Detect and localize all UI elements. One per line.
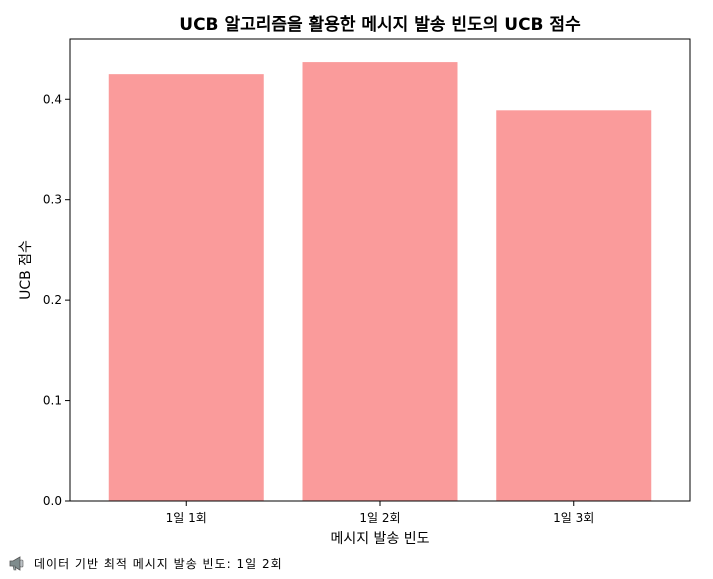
bar: [496, 110, 652, 502]
bar: [108, 74, 264, 502]
megaphone-icon: [8, 555, 26, 571]
footer-text: 데이터 기반 최적 메시지 발송 빈도: 1일 2회: [34, 556, 283, 571]
y-tick-label: 0.0: [43, 494, 62, 508]
x-axis-label: 메시지 발송 빈도: [330, 531, 429, 547]
x-axis: 1일 1회 1일 2회 1일 3회: [166, 501, 594, 525]
y-tick-label: 0.1: [43, 394, 62, 408]
x-tick-label: 1일 3회: [553, 511, 594, 525]
y-axis: 0.0 0.1 0.2 0.3 0.4: [43, 92, 70, 508]
chart-title: UCB 알고리즘을 활용한 메시지 발송 빈도의 UCB 점수: [179, 14, 581, 35]
bar-chart: UCB 알고리즘을 활용한 메시지 발송 빈도의 UCB 점수 0.00.10.…: [18, 14, 691, 547]
plot-frame: [69, 38, 691, 502]
bars-group: [108, 62, 652, 502]
bar: [302, 62, 458, 501]
y-tick-label: 0.3: [43, 193, 62, 207]
y-tick-label: 0.4: [43, 92, 62, 106]
footer-note: 데이터 기반 최적 메시지 발송 빈도: 1일 2회: [8, 553, 283, 573]
y-axis-label: UCB 점수: [18, 240, 34, 300]
x-tick-label: 1일 2회: [359, 511, 400, 525]
x-tick-label: 1일 1회: [166, 511, 207, 525]
y-tick-label: 0.2: [43, 293, 62, 307]
